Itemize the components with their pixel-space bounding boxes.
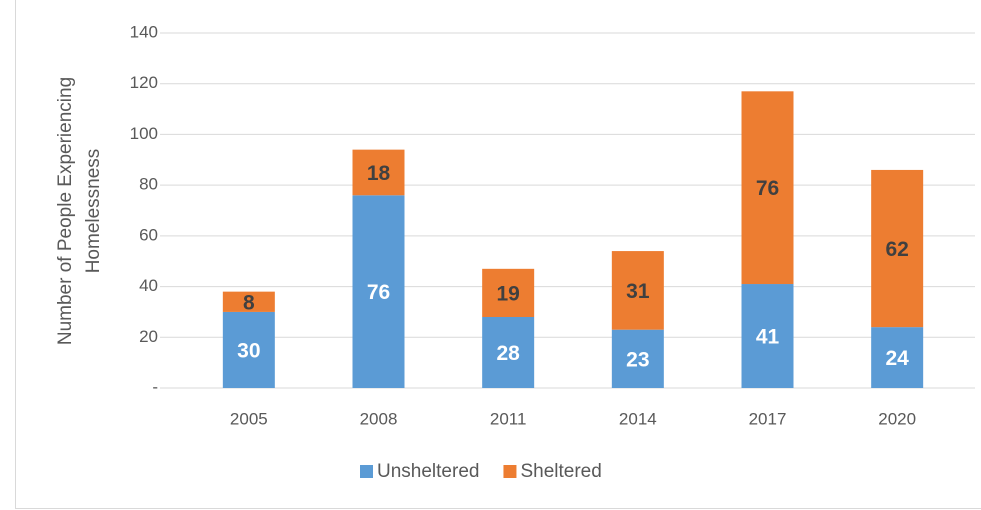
y-tick-label: 140 [130, 22, 158, 41]
data-label: 76 [756, 177, 779, 200]
y-tick-label: 120 [130, 73, 158, 92]
legend-label: Unsheltered [377, 461, 479, 482]
y-tick-label: 20 [139, 327, 158, 346]
data-label: 76 [367, 281, 390, 304]
data-label: 31 [626, 280, 650, 303]
y-tick-label: - [152, 377, 158, 396]
data-label: 8 [243, 291, 255, 314]
y-axis-label: Number of People Experiencing [55, 77, 76, 345]
x-tick-label: 2011 [490, 409, 527, 428]
y-tick-label: 80 [139, 175, 158, 194]
y-tick-label: 40 [139, 276, 158, 295]
x-tick-label: 2008 [360, 409, 398, 428]
bar-segment [871, 327, 924, 388]
y-axis-label: Homelessness [83, 149, 104, 274]
bar-segment [611, 251, 664, 330]
data-label: 62 [885, 238, 908, 261]
data-label: 18 [367, 162, 391, 185]
x-tick-label: 2005 [230, 409, 268, 428]
data-label: 41 [756, 326, 780, 349]
legend-swatch [503, 465, 517, 478]
bar-segment [482, 317, 535, 388]
bar-segment [222, 291, 275, 312]
bar-segment [741, 284, 794, 388]
bar-segment [611, 329, 664, 388]
x-tick-label: 2017 [749, 409, 787, 428]
data-label: 23 [626, 348, 649, 371]
x-tick-label: 2014 [619, 409, 657, 428]
x-tick-label: 2020 [878, 409, 916, 428]
bar-segment [741, 91, 794, 285]
chart-border [15, 0, 981, 509]
bar-segment [482, 268, 535, 317]
legend-label: Sheltered [520, 461, 601, 482]
data-label: 30 [237, 340, 260, 363]
bar-segment [871, 169, 924, 328]
data-label: 28 [496, 342, 520, 365]
y-tick-label: 100 [130, 124, 158, 143]
data-label: 19 [496, 282, 519, 305]
y-tick-label: 60 [139, 225, 158, 244]
legend-swatch [360, 465, 373, 478]
bar-segment [222, 311, 275, 388]
bar-segment [352, 149, 405, 196]
data-label: 24 [885, 347, 909, 370]
bar-segment [352, 195, 405, 388]
